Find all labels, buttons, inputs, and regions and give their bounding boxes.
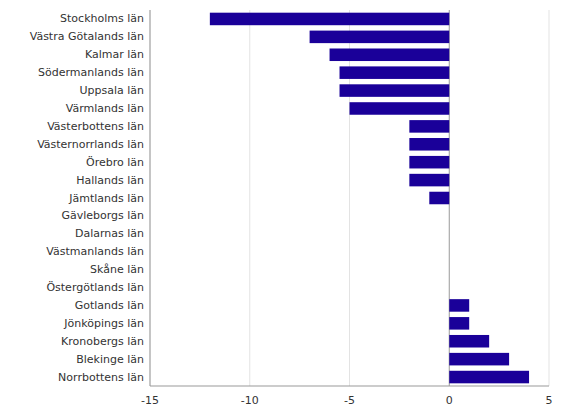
grid-line xyxy=(150,10,151,386)
y-tick-label: Dalarnas län xyxy=(75,227,144,240)
x-tick-label: -5 xyxy=(344,394,355,407)
y-tick-label: Hallands län xyxy=(76,174,144,187)
y-tick-label: Jämtlands län xyxy=(68,192,144,205)
bar xyxy=(210,13,449,26)
bar xyxy=(449,281,450,294)
x-tick-label: 0 xyxy=(446,394,453,407)
y-axis: Stockholms län Västra Götalands län Kalmar… xyxy=(30,12,144,383)
y-tick-label: Västra Götalands län xyxy=(30,30,144,43)
x-tick-label: -15 xyxy=(141,394,159,407)
y-tick-label: Östergötlands län xyxy=(46,281,144,294)
bar xyxy=(449,263,450,276)
bar xyxy=(409,174,449,187)
y-tick-label: Södermanlands län xyxy=(38,66,144,79)
bar xyxy=(449,245,450,258)
x-tick-label: -10 xyxy=(241,394,259,407)
bar xyxy=(340,66,450,79)
x-tick-label: 5 xyxy=(546,394,553,407)
grid-line xyxy=(549,10,550,386)
y-tick-label: Kronobergs län xyxy=(61,335,144,348)
y-tick-label: Jönköpings län xyxy=(63,317,144,330)
y-tick-label: Norrbottens län xyxy=(58,371,144,384)
y-tick-label: Stockholms län xyxy=(60,12,144,25)
bar xyxy=(409,138,449,151)
y-tick-label: Västmanlands län xyxy=(46,245,144,258)
y-tick-label: Uppsala län xyxy=(79,84,144,97)
y-tick-label: Värmlands län xyxy=(66,102,144,115)
x-axis: -15 -10 -5 0 5 xyxy=(141,394,552,407)
bar xyxy=(449,228,450,241)
y-tick-label: Örebro län xyxy=(86,156,144,169)
bar xyxy=(449,317,469,330)
y-axis-line xyxy=(150,10,151,386)
bar xyxy=(449,299,469,312)
bar xyxy=(449,335,489,348)
y-tick-label: Skåne län xyxy=(90,263,144,276)
y-tick-label: Blekinge län xyxy=(76,353,144,366)
chart-container: -15 -10 -5 0 5 Stockholms län Västra Götalands… xyxy=(0,0,567,416)
bar xyxy=(340,84,450,97)
bar xyxy=(429,192,449,205)
bar xyxy=(449,210,450,223)
y-tick-label: Gävleborgs län xyxy=(61,209,144,222)
y-tick-label: Kalmar län xyxy=(85,48,144,61)
grid xyxy=(150,10,549,386)
chart-svg: -15 -10 -5 0 5 Stockholms län Västra Götalands… xyxy=(0,0,567,416)
y-tick-label: Västernorrlands län xyxy=(37,138,144,151)
bar xyxy=(449,353,509,366)
bar xyxy=(449,371,529,384)
bar xyxy=(350,102,450,115)
bar xyxy=(310,31,450,44)
bars xyxy=(210,13,529,384)
x-axis-line xyxy=(150,386,549,387)
y-tick-label: Gotlands län xyxy=(75,299,144,312)
bar xyxy=(409,120,449,133)
y-tick-label: Västerbottens län xyxy=(47,120,144,133)
bar xyxy=(330,48,450,61)
bar xyxy=(409,156,449,169)
grid-line xyxy=(249,10,250,386)
